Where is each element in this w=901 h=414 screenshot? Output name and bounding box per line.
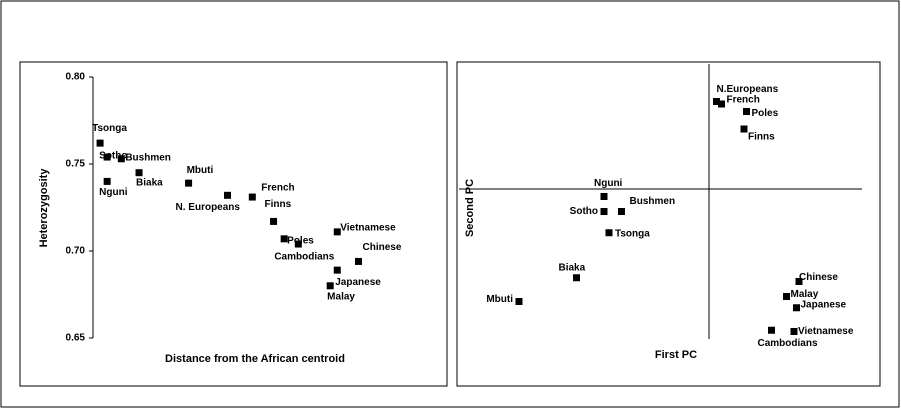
point-label: Mbuti bbox=[486, 294, 513, 305]
point-label: Bushmen bbox=[630, 196, 676, 207]
point bbox=[224, 191, 232, 199]
point bbox=[618, 208, 625, 215]
point-label: Finns bbox=[748, 132, 775, 143]
point bbox=[355, 257, 362, 265]
point-label: Cambodians bbox=[274, 252, 334, 263]
y-tick-label: 0.80 bbox=[66, 72, 86, 83]
point bbox=[103, 177, 111, 185]
point-label: French bbox=[727, 95, 760, 106]
point bbox=[185, 179, 193, 187]
point bbox=[718, 100, 725, 108]
point bbox=[600, 208, 608, 215]
y-tick-label: 0.65 bbox=[66, 333, 86, 344]
point bbox=[713, 98, 720, 105]
y-tick-label: 0.70 bbox=[66, 246, 86, 257]
y-axis-label: Heterozygosity bbox=[38, 168, 50, 248]
point-label: Finns bbox=[265, 199, 292, 210]
point bbox=[294, 240, 302, 248]
point bbox=[740, 125, 748, 133]
point-label: Vietnamese bbox=[798, 326, 854, 337]
point-label: Chinese bbox=[799, 272, 838, 283]
point-label: Mbuti bbox=[187, 165, 214, 176]
point bbox=[135, 169, 143, 177]
point-label: Japanese bbox=[335, 277, 381, 288]
point-label: Tsonga bbox=[615, 228, 650, 239]
point bbox=[600, 193, 608, 200]
point-label: Tsonga bbox=[92, 123, 127, 134]
panel-frame bbox=[456, 61, 881, 387]
point bbox=[515, 298, 523, 305]
point bbox=[768, 326, 775, 334]
point-label: Sotho bbox=[99, 151, 127, 162]
point bbox=[333, 228, 341, 236]
point bbox=[795, 278, 803, 285]
x-axis-label: Distance from the African centroid bbox=[165, 353, 345, 365]
x-axis-label: First PC bbox=[655, 349, 697, 361]
point bbox=[743, 108, 750, 115]
point-label: Japanese bbox=[801, 299, 847, 310]
point-label: Nguni bbox=[594, 178, 623, 189]
point bbox=[790, 328, 798, 335]
point bbox=[280, 235, 288, 243]
point bbox=[573, 274, 580, 282]
point bbox=[270, 217, 278, 225]
point-label: N. Europeans bbox=[176, 202, 241, 213]
point-label: Malay bbox=[791, 289, 819, 300]
point-label: Chinese bbox=[363, 242, 402, 253]
point bbox=[793, 304, 800, 312]
point bbox=[248, 193, 256, 201]
panel-frame bbox=[19, 61, 448, 387]
point bbox=[605, 229, 613, 237]
point bbox=[333, 266, 341, 274]
point-label: Poles bbox=[752, 108, 779, 119]
point bbox=[96, 139, 104, 147]
point bbox=[783, 293, 790, 300]
point-label: Bushmen bbox=[125, 152, 171, 163]
y-tick-label: 0.75 bbox=[66, 159, 86, 170]
point-label: Malay bbox=[327, 291, 355, 302]
point-label: Sotho bbox=[570, 206, 598, 217]
point-label: Nguni bbox=[99, 187, 128, 198]
point-label: N.Europeans bbox=[717, 84, 779, 95]
point-label: Biaka bbox=[136, 177, 163, 188]
point-label: Cambodians bbox=[758, 338, 818, 349]
y-axis-label: Second PC bbox=[464, 179, 476, 237]
point-label: Biaka bbox=[559, 262, 586, 273]
point-label: French bbox=[261, 183, 294, 194]
point bbox=[326, 282, 334, 290]
point bbox=[103, 153, 111, 161]
point-label: Vietnamese bbox=[340, 223, 396, 234]
point bbox=[117, 155, 125, 163]
